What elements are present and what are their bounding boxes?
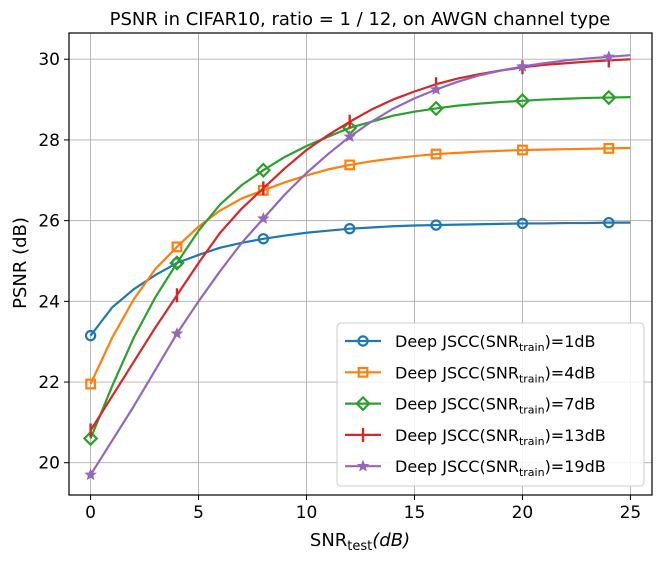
data-point [82, 430, 99, 447]
data-point [171, 257, 183, 269]
legend-label: Deep JSCC(SNRtrain)=7dB [395, 395, 596, 417]
x-tick-label: 10 [296, 503, 318, 523]
x-axis-label-main: SNR [310, 530, 347, 551]
legend-swatch-marker [356, 459, 370, 472]
x-tick-label: 15 [404, 503, 426, 523]
x-tick-label: 20 [512, 503, 534, 523]
data-point [85, 378, 96, 390]
data-point [84, 468, 97, 481]
series-line [89, 96, 631, 439]
legend-entry: Deep JSCC(SNRtrain)=7dB [345, 395, 596, 417]
legend-entry: Deep JSCC(SNRtrain)=4dB [345, 363, 596, 385]
legend-label-prefix: Deep JSCC(SNR [395, 363, 519, 382]
series-line [89, 58, 631, 432]
legend-box [336, 322, 645, 487]
data-point [430, 219, 442, 231]
legend-label-prefix: Deep JSCC(SNR [395, 332, 519, 351]
plot-frame [68, 32, 653, 496]
data-point [255, 162, 272, 178]
data-point [601, 89, 617, 106]
legend-swatch-marker [357, 335, 369, 347]
y-tick-label: 28 [38, 131, 60, 151]
data-point [602, 50, 616, 63]
series-5 [84, 50, 631, 481]
legend-label-sub: train [519, 435, 545, 448]
legend-label-suffix: )=13dB [545, 426, 606, 445]
x-axis-label-unit: (dB) [372, 530, 410, 551]
y-tick-label: 24 [38, 292, 60, 312]
series-layer [82, 50, 631, 481]
legend-label-sub: train [519, 466, 545, 479]
data-point [428, 100, 444, 117]
data-point [517, 144, 528, 156]
y-tick-label: 22 [38, 373, 60, 393]
legend-label-suffix: )=4dB [545, 363, 596, 382]
y-tick-label: 26 [38, 212, 60, 232]
x-tick-label: 25 [620, 503, 642, 523]
data-point [516, 59, 529, 72]
legend-swatch-marker [357, 366, 369, 378]
data-point [603, 216, 615, 229]
x-tick-label: 5 [193, 503, 204, 523]
legend-label-suffix: )=19dB [545, 457, 606, 476]
data-point [603, 142, 615, 154]
data-point [170, 327, 184, 339]
data-point [171, 241, 183, 253]
data-point [430, 148, 442, 160]
x-axis-label-sub: test [347, 539, 372, 554]
data-point [429, 82, 443, 95]
data-point [84, 329, 97, 342]
legend-label-suffix: )=7dB [545, 395, 596, 414]
data-point [257, 233, 270, 245]
data-point [516, 217, 529, 230]
data-point [344, 159, 356, 171]
chart-title: PSNR in CIFAR10, ratio = 1 / 12, on AWGN… [110, 9, 611, 30]
legend-label-sub: train [519, 341, 545, 354]
series-3 [82, 89, 631, 447]
data-point [514, 93, 531, 109]
y-axis-label: PSNR (dB) [10, 217, 31, 309]
legend-label-sub: train [519, 372, 545, 385]
legend-label-prefix: Deep JSCC(SNR [395, 457, 519, 476]
y-tick-label: 30 [38, 50, 60, 70]
y-tick-label: 20 [38, 454, 60, 474]
legend-entry: Deep JSCC(SNRtrain)=1dB [345, 332, 596, 354]
ticks: 0 5 10 15 20 25 20 22 24 26 28 30 [38, 50, 641, 523]
x-axis-label: SNRtest(dB) [310, 530, 410, 554]
series-line [89, 54, 631, 476]
x-tick-label: 0 [85, 503, 96, 523]
legend-label: Deep JSCC(SNRtrain)=13dB [395, 426, 606, 448]
legend-label: Deep JSCC(SNRtrain)=1dB [395, 332, 596, 354]
legend-label-prefix: Deep JSCC(SNR [395, 395, 519, 414]
legend-label: Deep JSCC(SNRtrain)=19dB [395, 457, 606, 479]
legend-label-sub: train [519, 404, 545, 417]
data-point [343, 130, 356, 142]
legend-swatch-marker [355, 395, 371, 412]
data-point [344, 222, 356, 235]
legend-entry: Deep JSCC(SNRtrain)=13dB [345, 426, 606, 448]
legend-label-suffix: )=1dB [545, 332, 596, 351]
legend-entry: Deep JSCC(SNRtrain)=19dB [345, 457, 606, 479]
data-point [169, 255, 185, 271]
legend-label: Deep JSCC(SNRtrain)=4dB [395, 363, 596, 385]
data-point [257, 212, 270, 224]
legend-label-prefix: Deep JSCC(SNR [395, 426, 519, 445]
